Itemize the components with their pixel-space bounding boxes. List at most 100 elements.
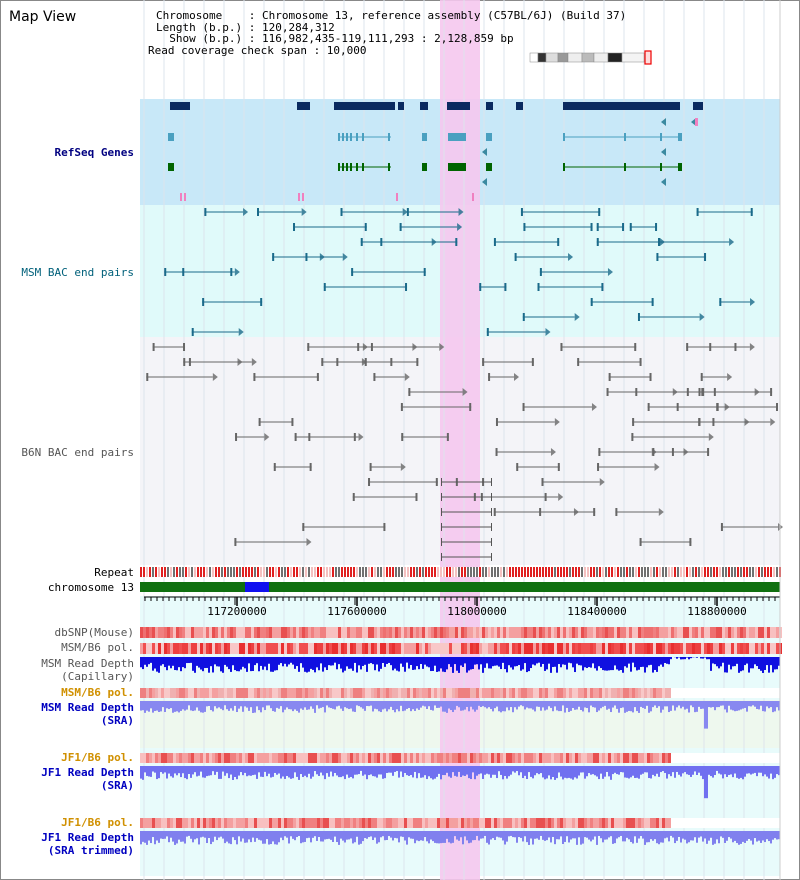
depth-bar [234, 701, 236, 706]
depth-bar [352, 657, 354, 671]
depth-bar [734, 831, 736, 841]
pol-strip-cell [248, 643, 251, 654]
depth-bar [640, 657, 642, 667]
pol-strip-cell [257, 818, 260, 828]
pol-strip-cell [203, 753, 206, 763]
depth-bar [464, 701, 466, 710]
bac-end [504, 283, 507, 291]
track-label-b6n-bac[interactable]: B6N BAC end pairs [21, 446, 134, 459]
pol-strip-cell [635, 818, 638, 828]
depth-bar [280, 657, 282, 664]
depth-bar [336, 766, 338, 776]
depth-bar [682, 831, 684, 839]
depth-bar [496, 766, 498, 779]
depth-bar [628, 766, 630, 779]
pol-strip-cell [377, 688, 380, 698]
pol-strip-cell [560, 753, 563, 763]
repeat-segment [506, 567, 508, 577]
depth-bar [778, 657, 780, 666]
gene-marker [302, 193, 304, 201]
depth-bar [752, 657, 754, 669]
repeat-segment [644, 567, 646, 577]
repeat-segment [245, 567, 247, 577]
depth-bar [270, 657, 272, 672]
pol-strip-cell [602, 688, 605, 698]
pol-strip-cell [365, 753, 368, 763]
depth-bar [442, 831, 444, 843]
pol-strip-cell [710, 688, 713, 698]
depth-bar [338, 831, 340, 845]
pol-strip-cell [449, 627, 452, 638]
bac-end [183, 358, 186, 366]
pol-strip-cell [689, 643, 692, 654]
pol-strip-cell [638, 627, 641, 638]
pol-strip-cell [401, 688, 404, 698]
pol-strip-cell [527, 753, 530, 763]
track-label-msm-bac[interactable]: MSM BAC end pairs [21, 266, 134, 279]
depth-bar [468, 831, 470, 844]
depth-bar [576, 766, 578, 779]
pol-strip-cell [515, 643, 518, 654]
pol-strip-cell [224, 643, 227, 654]
depth-bar [174, 766, 176, 774]
depth-bar [540, 701, 542, 711]
pol-strip-cell [266, 818, 269, 828]
depth-bar [230, 657, 232, 672]
pol-strip-cell [650, 643, 653, 654]
depth-bar [722, 831, 724, 838]
depth-bar [718, 701, 720, 708]
depth-bar [198, 701, 200, 711]
bac-end [390, 358, 393, 366]
depth-bar [380, 657, 382, 669]
depth-bar [482, 657, 484, 673]
pol-strip-cell [650, 627, 653, 638]
depth-bar [154, 766, 156, 773]
pol-strip-cell [359, 643, 362, 654]
pol-strip-cell [623, 818, 626, 828]
depth-bar [214, 831, 216, 837]
pol-strip-cell [380, 818, 383, 828]
pol-strip-cell [674, 818, 677, 828]
repeat-segment [308, 567, 310, 577]
track-label-refseq[interactable]: RefSeq Genes [54, 146, 134, 159]
depth-bar [392, 657, 394, 671]
depth-bar [276, 701, 278, 708]
depth-bar [438, 766, 440, 774]
depth-bar [748, 831, 750, 839]
depth-bar [474, 657, 476, 665]
pol-strip-cell [281, 818, 284, 828]
depth-bar [210, 831, 212, 845]
repeat-segment [593, 567, 595, 577]
pol-strip-cell [329, 753, 332, 763]
show-line: Show (b.p.) : 116,982,435-119,111,293 : … [156, 32, 514, 45]
depth-bar [754, 701, 756, 707]
pol-strip-cell [230, 753, 233, 763]
pol-strip-cell [488, 818, 491, 828]
depth-bar [212, 657, 214, 673]
depth-bar [346, 766, 348, 775]
depth-bar [692, 701, 694, 708]
depth-bar [148, 657, 150, 665]
pol-strip-cell [338, 688, 341, 698]
pol-strip-cell [536, 643, 539, 654]
bac-end [415, 493, 418, 501]
depth-bar [158, 766, 160, 779]
axis-tick-label: 118000000 [447, 605, 507, 618]
depth-bar [376, 657, 378, 665]
axis-tick-label: 118400000 [567, 605, 627, 618]
depth-bar [728, 701, 730, 706]
pol-strip-cell [185, 818, 188, 828]
repeat-segment [356, 567, 358, 577]
pol-strip-cell [668, 627, 671, 638]
repeat-segment [551, 567, 553, 577]
pol-strip-cell [464, 688, 467, 698]
depth-bar [754, 657, 756, 665]
pol-strip-cell [449, 753, 452, 763]
depth-bar [176, 766, 178, 776]
depth-bar [652, 766, 654, 775]
repeat-segment [596, 567, 598, 577]
pol-strip-cell [419, 753, 422, 763]
depth-bar [762, 701, 764, 712]
pol-strip-cell [146, 688, 149, 698]
